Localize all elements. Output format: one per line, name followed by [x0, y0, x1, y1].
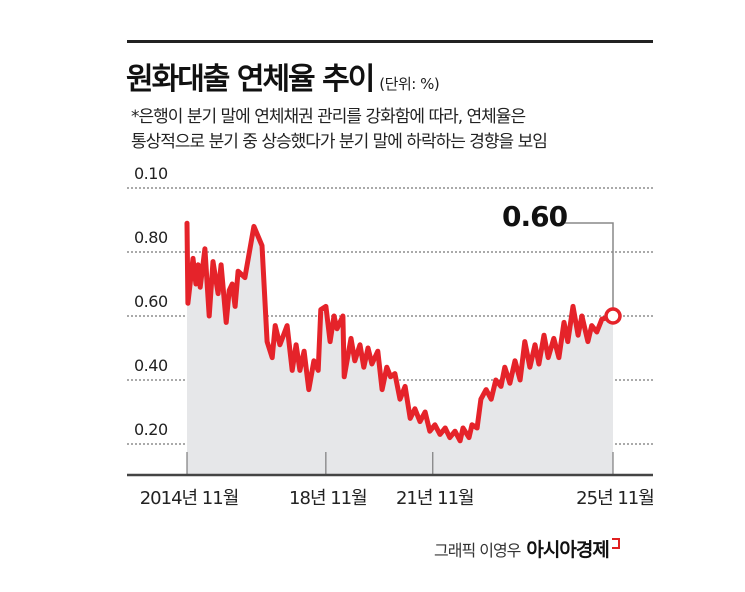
top-rule [127, 40, 653, 43]
y-tick-label: 0.40 [134, 356, 168, 375]
series-line [184, 220, 616, 444]
endpoint-marker [604, 307, 622, 325]
credit: 그래픽 이영우 아시아경제 [434, 535, 620, 562]
footnote-line-1: *은행이 분기 말에 연체채권 관리를 강화함에 따라, 연체율은 [131, 107, 526, 127]
footnote-line-2: 통상적으로 분기 중 상승했다가 분기 말에 하락하는 경향을 보임 [131, 132, 548, 152]
y-tick-label: 0.10 [134, 164, 168, 183]
y-tick-label: 0.60 [134, 292, 168, 311]
x-tick-label: 25년 11월 [576, 488, 655, 509]
brand-logo-text: 아시아경제 [526, 539, 609, 561]
x-axis-ticks [186, 452, 614, 475]
callout-leader-line [565, 222, 614, 309]
y-tick-label: 0.20 [134, 420, 168, 439]
x-tick-label: 21년 11월 [395, 488, 475, 509]
x-tick-label: 18년 11월 [289, 488, 368, 509]
y-tick-label: 0.80 [134, 228, 168, 247]
title-row: 원화대출 연체율 추이 (단위: %) [126, 54, 440, 98]
brand-mark-icon [611, 538, 620, 549]
area-fill [187, 223, 613, 475]
x-tick-label: 2014년 11월 [139, 488, 240, 509]
last-value-callout: 0.60 [502, 200, 568, 233]
unit-label: (단위: %) [379, 75, 440, 93]
graphic-author: 그래픽 이영우 [434, 541, 521, 560]
chart-title: 원화대출 연체율 추이 [126, 62, 375, 97]
